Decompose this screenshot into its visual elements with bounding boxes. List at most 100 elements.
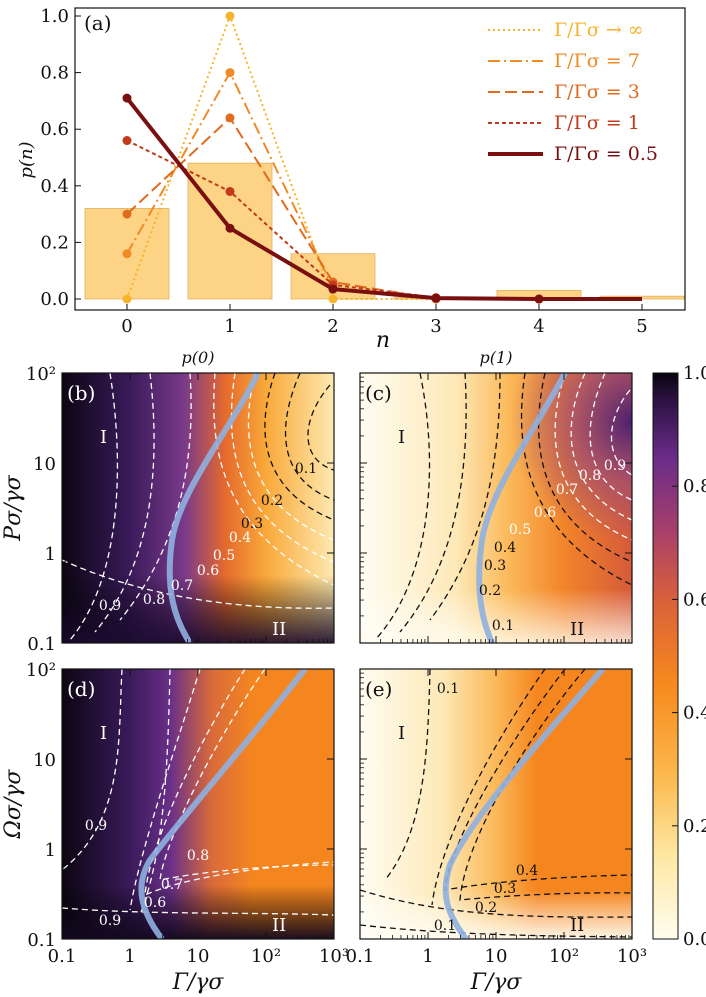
ytick-label-a: 0.6 (40, 119, 69, 140)
series-point-4-2 (328, 284, 338, 294)
contour-label-c-6: 0.3 (484, 558, 506, 574)
legend-label-1: Γ/Γσ = 7 (554, 50, 640, 72)
xtick-label-a: 2 (327, 316, 338, 337)
ytick-label-a: 1.0 (40, 6, 69, 27)
axes-frame-a (74, 7, 686, 311)
panel-d (61, 668, 335, 940)
y-axis-label-d: Ωσ/γσ (1, 769, 26, 840)
xtick-label-e: 10² (549, 946, 579, 967)
ytick-label-a: 0.0 (40, 289, 69, 310)
xtick-label-a: 1 (224, 316, 235, 337)
legend-label-0: Γ/Γσ → ∞ (554, 19, 644, 41)
region-I-c: I (398, 427, 405, 448)
contour-label-c-1: 0.8 (579, 468, 601, 484)
ytick-label-b: 10 (33, 454, 56, 475)
region-I-d: I (100, 723, 107, 744)
series-line-4 (125, 96, 642, 301)
ytick-label-a: 0.8 (40, 63, 69, 84)
contour-label-b-7: 0.2 (261, 493, 283, 509)
legend-label-3: Γ/Γσ = 1 (554, 112, 640, 134)
series-point-3-1 (225, 186, 235, 196)
region-II-b: II (272, 619, 286, 640)
contour-label-d-2: 0.7 (161, 877, 183, 893)
ytick-label-b: 10² (26, 364, 56, 385)
ytick-label-a: 0.2 (40, 232, 69, 253)
region-II-e: II (570, 915, 584, 936)
y-axis-label-a: p(n) (16, 141, 37, 178)
title-b: p(0) (182, 348, 215, 367)
ytick-label-b: 0.1 (27, 634, 56, 655)
contour-label-c-5: 0.4 (494, 540, 516, 556)
series-point-3-0 (122, 136, 132, 146)
colorbar-tick-label: 0.0 (683, 929, 706, 950)
ytick-label-d: 1 (45, 840, 56, 861)
contour-label-c-7: 0.2 (479, 583, 501, 599)
panel-label-d: (d) (67, 677, 95, 701)
series-point-0-2 (328, 294, 338, 304)
xtick-label-d: 10 (187, 946, 210, 967)
panel-c (359, 372, 633, 644)
contour-label-e-0: 0.1 (437, 681, 459, 697)
colorbar-tick-label: 0.2 (683, 816, 706, 837)
xtick-label-d: 0.1 (48, 946, 77, 967)
ytick-label-d: 0.1 (27, 930, 56, 951)
contour-label-e-2: 0.3 (494, 881, 516, 897)
xtick-label-d: 1 (124, 946, 135, 967)
x-axis-label-a: n (376, 328, 390, 353)
contour-label-d-0: 0.9 (85, 818, 107, 834)
contour-label-d-4: 0.9 (99, 913, 121, 929)
xtick-label-d: 10² (251, 946, 281, 967)
contour-label-b-0: 0.9 (99, 598, 121, 614)
title-c: p(1) (480, 348, 513, 367)
region-I-b: I (100, 427, 107, 448)
series-point-2-1 (225, 113, 235, 123)
panel-a: 0.0 0.2 0.4 0.6 0.8 1.0 0 1 2 3 4 5 n p(n) (a) Γ/Γσ → ∞… (16, 6, 686, 353)
series-point-1-0 (122, 249, 132, 259)
contour-label-c-2: 0.7 (556, 482, 578, 498)
panel-e (359, 668, 633, 940)
series-point-2-0 (122, 209, 132, 219)
panel-label-a: (a) (84, 11, 112, 35)
xtick-label-d: 10³ (319, 946, 349, 967)
colorbar-tick-label: 0.4 (683, 703, 706, 724)
xtick-label-a: 3 (430, 316, 441, 337)
ytick-label-b: 1 (45, 544, 56, 565)
xtick-label-e: 10 (485, 946, 508, 967)
series-point-0-0 (122, 294, 132, 304)
legend-label-2: Γ/Γσ = 3 (554, 81, 640, 103)
contour-label-c-0: 0.9 (604, 458, 626, 474)
panel-b (61, 372, 335, 644)
contour-label-b-8: 0.1 (295, 461, 317, 477)
contour-label-c-4: 0.5 (509, 522, 531, 538)
contour-label-e-1: 0.4 (516, 863, 538, 879)
ytick-label-d: 10² (26, 660, 56, 681)
xtick-label-e: 10³ (617, 946, 647, 967)
series-point-4-0 (122, 93, 132, 103)
contour-label-b-1: 0.8 (143, 592, 165, 608)
contour-label-e-3: 0.2 (475, 900, 497, 916)
contour-label-b-2: 0.7 (171, 578, 193, 594)
panel-label-b: (b) (67, 381, 95, 405)
series-point-4-3 (431, 293, 441, 303)
contour-label-d-3: 0.6 (144, 895, 166, 911)
contour-label-b-5: 0.4 (229, 530, 251, 546)
region-II-d: II (272, 915, 286, 936)
contour-label-b-4: 0.5 (213, 548, 235, 564)
y-axis-label-b: Pσ/γσ (1, 474, 26, 541)
region-I-e: I (398, 723, 405, 744)
legend-label-4: Γ/Γσ = 0.5 (554, 143, 658, 165)
panel-label-e: (e) (365, 677, 392, 701)
xtick-label-a: 5 (636, 316, 647, 337)
x-axis-label-e: Γ/γσ (470, 970, 523, 995)
contour-label-b-6: 0.3 (241, 516, 263, 532)
contour-label-e-4: 0.1 (434, 918, 456, 934)
series-point-4-1 (225, 223, 235, 233)
ytick-label-a: 0.4 (40, 176, 69, 197)
colorbar-tick-label: 1.0 (683, 363, 706, 384)
x-axis-label-d: Γ/γσ (172, 970, 225, 995)
panel-label-c: (c) (365, 381, 392, 405)
xtick-label-e: 0.1 (346, 946, 375, 967)
contour-label-c-8: 0.1 (492, 618, 514, 634)
